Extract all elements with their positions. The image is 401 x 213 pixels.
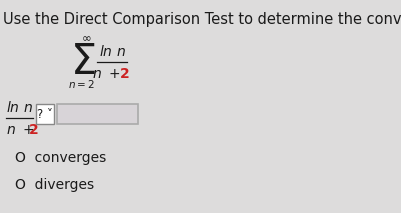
FancyBboxPatch shape — [57, 104, 138, 124]
Text: O  diverges: O diverges — [15, 178, 94, 192]
Text: ? ˅: ? ˅ — [37, 108, 53, 121]
Text: Use the Direct Comparison Test to determine the converge: Use the Direct Comparison Test to determ… — [4, 12, 401, 27]
Text: $n=2$: $n=2$ — [68, 78, 95, 90]
Text: $\it{ln}\ \it{n}$: $\it{ln}\ \it{n}$ — [6, 101, 32, 115]
Text: $\infty$: $\infty$ — [80, 32, 91, 45]
Text: $\it{n}\ +\ $: $\it{n}\ +\ $ — [92, 67, 120, 81]
Text: O  converges: O converges — [15, 151, 106, 165]
Text: $\it{ln}\ \it{n}$: $\it{ln}\ \it{n}$ — [98, 43, 125, 59]
Text: $\mathbf{2}$: $\mathbf{2}$ — [118, 67, 129, 81]
FancyBboxPatch shape — [36, 104, 54, 124]
Text: $\it{n}\ +\ $: $\it{n}\ +\ $ — [6, 123, 34, 137]
Text: $\Sigma$: $\Sigma$ — [70, 41, 95, 83]
Text: $\mathbf{2}$: $\mathbf{2}$ — [28, 123, 38, 137]
